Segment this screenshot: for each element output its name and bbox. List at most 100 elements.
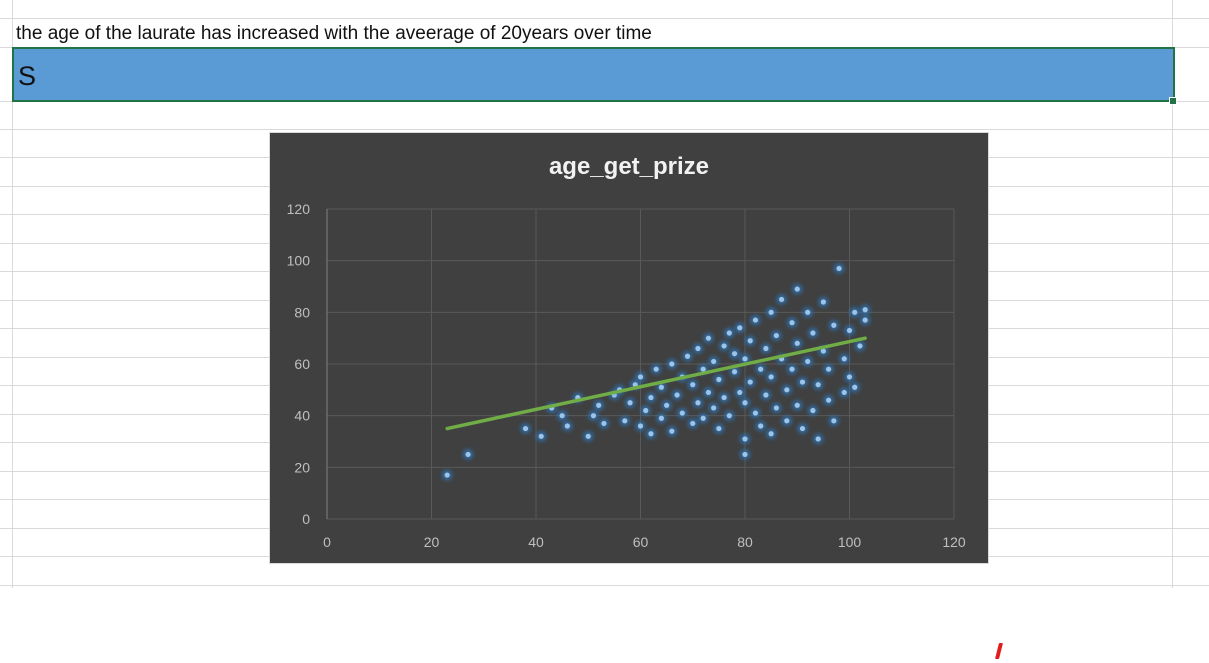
data-point	[637, 374, 644, 380]
data-point	[784, 418, 790, 424]
data-point	[747, 338, 753, 344]
data-point	[465, 451, 471, 458]
data-point	[648, 431, 654, 437]
data-point	[852, 309, 858, 315]
data-point	[601, 420, 607, 427]
row-gridline	[0, 18, 1209, 19]
data-point	[737, 389, 743, 396]
data-point	[773, 332, 779, 339]
y-tick-label: 0	[302, 511, 310, 527]
data-point	[721, 343, 727, 349]
data-point	[826, 366, 832, 372]
data-point	[522, 425, 529, 432]
data-point	[726, 413, 732, 419]
data-point	[690, 382, 696, 388]
trendline	[445, 336, 867, 431]
data-point	[768, 309, 774, 315]
data-point	[731, 351, 738, 357]
fill-handle[interactable]	[1169, 97, 1177, 105]
x-tick-label: 0	[323, 534, 331, 550]
data-point	[841, 356, 847, 362]
data-point	[559, 413, 565, 419]
data-point	[679, 410, 685, 416]
data-point	[758, 366, 764, 372]
data-point	[648, 394, 654, 401]
y-tick-label: 40	[294, 408, 310, 424]
data-point	[695, 345, 701, 352]
data-point	[862, 317, 868, 323]
data-point	[538, 433, 544, 439]
data-point	[658, 384, 664, 390]
data-point	[805, 309, 811, 315]
column-gridline	[12, 0, 13, 588]
data-point	[752, 317, 759, 323]
data-point	[836, 265, 842, 272]
data-point	[711, 358, 717, 365]
x-tick-label: 60	[633, 534, 649, 550]
chart-title: age_get_prize	[548, 153, 710, 180]
selected-cell[interactable]: S	[12, 47, 1175, 102]
data-point	[810, 330, 816, 336]
data-point	[564, 423, 570, 429]
data-point	[820, 348, 826, 354]
data-point	[716, 425, 722, 432]
data-point	[664, 402, 670, 408]
data-point	[622, 418, 628, 424]
x-tick-label: 100	[838, 534, 862, 550]
data-point	[789, 366, 795, 372]
data-point	[726, 330, 732, 336]
data-point	[674, 392, 680, 398]
x-tick-label: 40	[528, 534, 544, 550]
data-point	[763, 392, 769, 398]
y-tick-label: 120	[287, 201, 311, 217]
data-point	[768, 374, 774, 380]
data-point	[789, 320, 795, 326]
data-point	[799, 425, 806, 432]
data-point	[711, 405, 717, 411]
data-point	[799, 379, 806, 385]
data-point	[831, 322, 837, 328]
data-point	[810, 407, 816, 414]
x-tick-label: 20	[424, 534, 440, 550]
data-point	[794, 340, 800, 346]
data-point	[794, 402, 800, 408]
data-point	[590, 413, 597, 419]
scatter-chart[interactable]: age_get_prize 0 20 40 60 80 100 120 0 20 40 60 80 10…	[269, 132, 989, 564]
data-point	[805, 358, 811, 365]
y-tick-label: 100	[287, 253, 311, 269]
data-point	[747, 379, 753, 385]
data-point	[758, 423, 764, 429]
data-point	[705, 335, 712, 341]
row-gridline	[0, 585, 1209, 586]
chart-plot-area: 0 20 40 60 80 100 120 0 20 40 60 80 100 120	[287, 201, 966, 550]
data-point	[444, 472, 450, 478]
data-point	[794, 286, 800, 292]
data-point	[716, 376, 722, 383]
data-point	[627, 400, 633, 406]
data-point	[737, 325, 743, 331]
data-point	[846, 374, 853, 380]
data-point	[669, 428, 675, 434]
column-gridline	[1172, 0, 1173, 588]
row-gridline	[0, 129, 1209, 130]
data-point	[857, 343, 863, 349]
x-tick-label: 120	[942, 534, 966, 550]
data-point	[773, 405, 779, 411]
data-point	[820, 299, 826, 305]
y-tick-label: 60	[294, 356, 310, 372]
data-point	[815, 382, 821, 388]
x-tick-label: 80	[737, 534, 753, 550]
note-cell[interactable]: the age of the laurate has increased wit…	[16, 23, 652, 44]
data-point	[742, 356, 748, 362]
data-point	[841, 389, 847, 396]
data-point	[862, 307, 868, 313]
data-point	[705, 389, 712, 396]
data-point	[695, 400, 701, 406]
data-point	[731, 369, 738, 375]
data-point	[768, 431, 774, 437]
data-point	[643, 407, 649, 414]
data-point	[637, 423, 644, 429]
data-point	[721, 394, 727, 401]
data-point	[585, 433, 591, 439]
data-point	[700, 366, 706, 372]
